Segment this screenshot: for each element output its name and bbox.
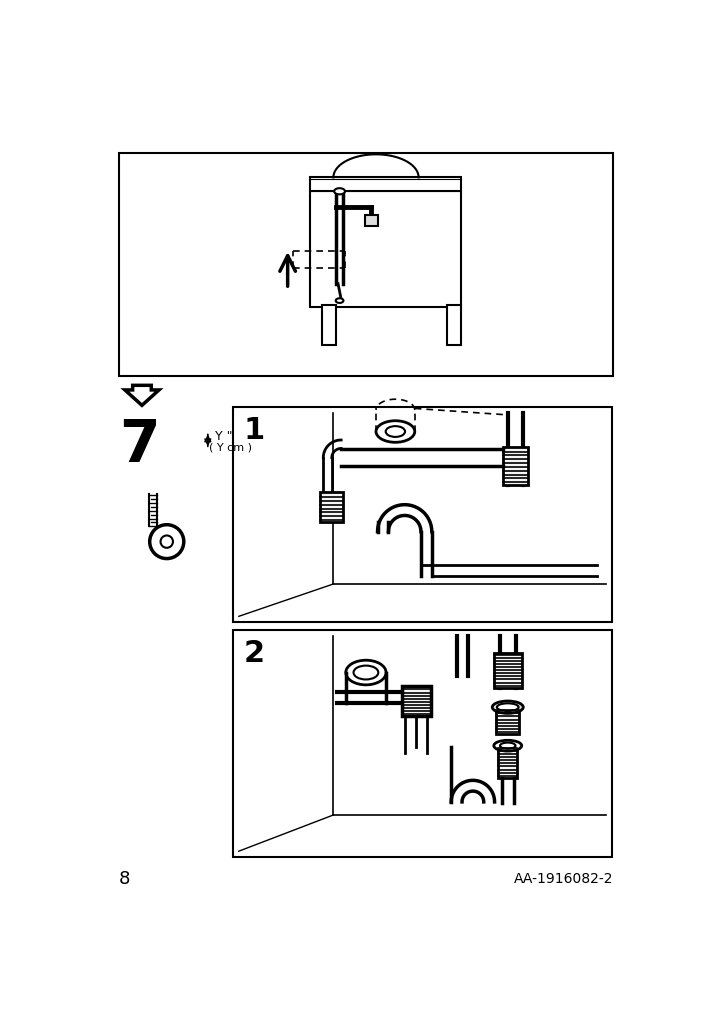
Text: 2: 2 bbox=[243, 638, 265, 667]
Bar bbox=[322, 306, 336, 346]
Bar bbox=[233, 631, 613, 857]
Bar bbox=[310, 178, 461, 192]
Ellipse shape bbox=[494, 740, 522, 751]
Ellipse shape bbox=[497, 704, 518, 712]
Bar bbox=[494, 654, 522, 688]
Bar bbox=[365, 216, 378, 226]
Bar bbox=[503, 448, 528, 486]
Text: ( Y cm ): ( Y cm ) bbox=[209, 442, 252, 452]
Ellipse shape bbox=[492, 702, 523, 714]
Polygon shape bbox=[125, 386, 159, 406]
Bar bbox=[401, 685, 431, 717]
Text: Y ": Y " bbox=[215, 430, 232, 443]
Bar bbox=[496, 708, 519, 734]
Ellipse shape bbox=[500, 743, 516, 749]
Bar bbox=[233, 407, 613, 623]
Ellipse shape bbox=[346, 660, 386, 685]
Bar bbox=[119, 154, 613, 377]
Ellipse shape bbox=[353, 666, 378, 679]
Text: 1: 1 bbox=[243, 416, 265, 444]
Bar bbox=[310, 192, 461, 307]
Ellipse shape bbox=[334, 189, 345, 195]
Text: 8: 8 bbox=[119, 869, 130, 888]
Bar bbox=[498, 747, 517, 778]
Ellipse shape bbox=[336, 299, 343, 303]
Ellipse shape bbox=[161, 536, 173, 548]
Text: 7: 7 bbox=[119, 417, 159, 473]
Text: AA-1916082-2: AA-1916082-2 bbox=[513, 871, 613, 886]
Bar bbox=[320, 492, 343, 523]
Bar bbox=[447, 306, 461, 346]
Ellipse shape bbox=[150, 525, 183, 559]
Ellipse shape bbox=[376, 422, 415, 443]
Ellipse shape bbox=[386, 427, 405, 438]
